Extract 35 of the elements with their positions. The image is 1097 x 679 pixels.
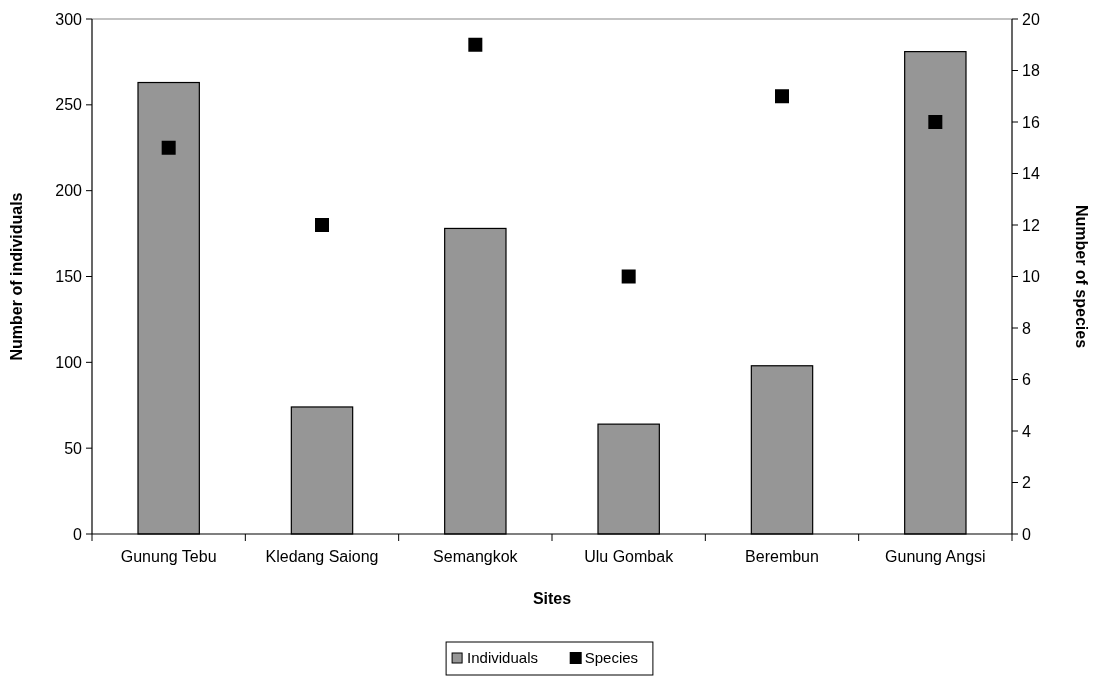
x-tick-label: Gunung Tebu	[120, 548, 217, 565]
x-tick-label: Berembun	[745, 548, 819, 565]
y2-tick-label: 4	[1022, 422, 1031, 440]
x-tick-label: Kledang Saiong	[265, 548, 379, 565]
point	[621, 269, 636, 284]
legend-label: Individuals	[467, 649, 538, 667]
y2-tick-label: 20	[1022, 10, 1040, 28]
y-tick-label: 250	[55, 96, 83, 114]
y2-axis-title: Number of species	[1073, 204, 1090, 349]
point	[775, 89, 789, 104]
point	[928, 115, 943, 129]
x-tick-label: Semangkok	[433, 548, 519, 565]
y2-tick-label: 12	[1022, 216, 1040, 234]
y-tick-label: 0	[73, 525, 83, 543]
y-tick-label: 50	[64, 439, 83, 457]
y2-tick-label: 0	[1022, 525, 1031, 543]
x-tick-label: Gunung Angsi	[885, 548, 986, 565]
y2-tick-label: 10	[1022, 268, 1040, 286]
y-axis-title: Number of individuals	[8, 192, 25, 361]
x-axis-title: Sites	[532, 590, 572, 607]
point	[315, 218, 329, 232]
y2-tick-label: 8	[1022, 319, 1031, 337]
y2-tick-label: 18	[1022, 62, 1040, 80]
y2-tick-label: 16	[1022, 113, 1040, 131]
y-tick-label: 300	[55, 10, 83, 28]
point	[161, 140, 176, 155]
point	[468, 37, 483, 52]
y2-tick-label: 2	[1022, 474, 1031, 492]
y-tick-label: 200	[55, 182, 83, 200]
x-tick-label: Ulu Gombak	[584, 548, 675, 565]
legend-label: Species	[584, 649, 639, 667]
y-tick-label: 150	[55, 268, 83, 286]
y2-tick-label: 6	[1022, 371, 1031, 389]
y-tick-label: 100	[55, 353, 83, 371]
y2-tick-label: 14	[1022, 165, 1040, 183]
